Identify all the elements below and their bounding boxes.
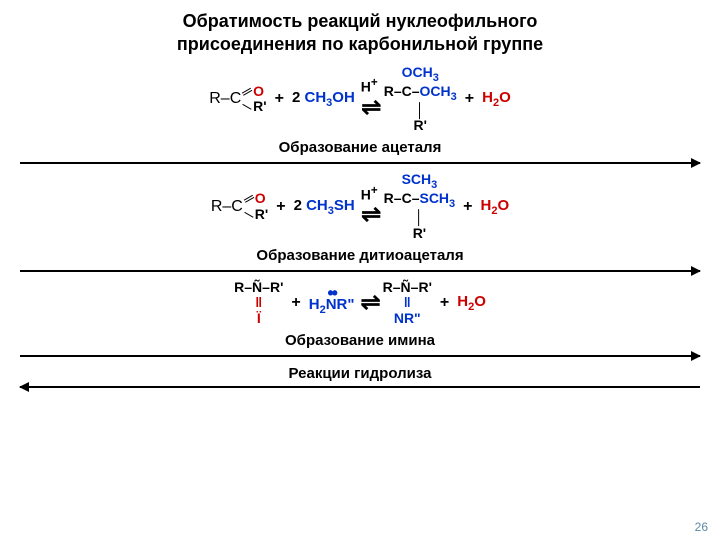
r3-reagent: •• H2NR" [309,289,355,316]
r1-product: OCH3 R–C–OCH3 │ R' [384,65,457,134]
plus-icon: + [461,198,474,216]
r3-product: R–Ñ–R' ‖ NR" [383,280,432,326]
r1-reagent: 2 CH3OH [292,89,355,109]
r1-R: R [209,90,221,108]
r3-reactant: R–Ñ–R' ‖ Ï [234,280,283,326]
reaction-2: R–C ═O ─R' + 2 CH3SH H+ ⇌ SCH3 R–C–SCH3 … [20,172,700,241]
forward-arrow-1 [20,162,700,164]
r1-byproduct: H2O [482,89,511,109]
plus-icon: + [273,90,286,108]
plus-icon: + [463,90,476,108]
plus-icon: + [274,198,287,216]
r1-O: O [253,83,264,99]
r3-byproduct: H2O [457,293,486,313]
hydrolysis-label: Реакции гидролиза [20,365,700,382]
equilibrium-arrow: H+ ⇌ [361,76,378,122]
r2-label: Образование дитиоацеталя [20,247,700,264]
r2-reagent: 2 CH3SH [294,197,355,217]
plus-icon: + [289,294,302,312]
equilibrium-arrow: ⇌ [361,288,377,317]
slide-title: Обратимость реакций нуклеофильногоприсое… [20,10,700,57]
r2-reactant: R–C ═O ─R' [211,191,268,222]
r1-label: Образование ацеталя [20,139,700,156]
r2-byproduct: H2O [481,197,510,217]
r2-product: SCH3 R–C–SCH3 │ R' [384,172,456,241]
reverse-arrow [20,386,700,388]
plus-icon: + [438,294,451,312]
forward-arrow-2 [20,270,700,272]
reaction-3: R–Ñ–R' ‖ Ï + •• H2NR" ⇌ R–Ñ–R' ‖ NR" + H… [20,280,700,326]
forward-arrow-3 [20,355,700,357]
equilibrium-arrow: H+ ⇌ [361,184,378,230]
reaction-1: R–C ═O ─R' + 2 CH3OH H+ ⇌ OCH3 R–C–OCH3 … [20,65,700,134]
r3-label: Образование имина [20,332,700,349]
r1-reactant: R–C ═O ─R' [209,84,266,115]
page-number: 26 [695,520,708,534]
